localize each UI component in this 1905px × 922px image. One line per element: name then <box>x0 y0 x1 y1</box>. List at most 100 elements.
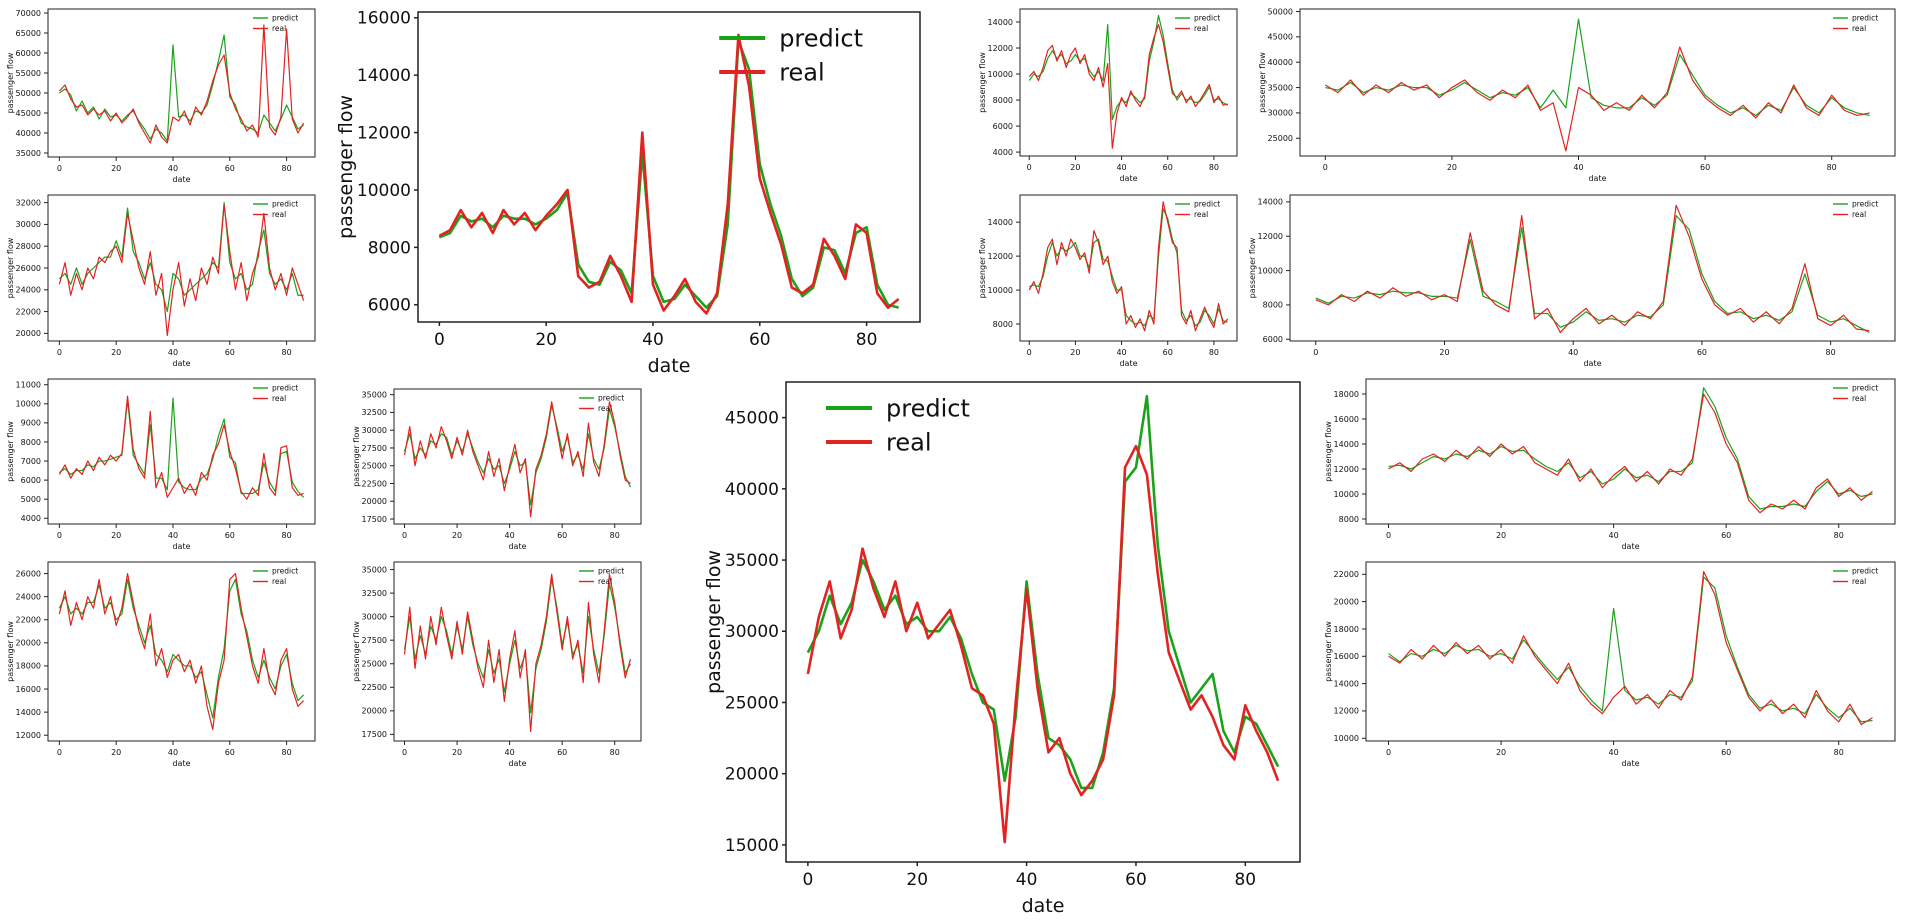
svg-text:20: 20 <box>1070 348 1080 357</box>
svg-text:25000: 25000 <box>362 462 387 471</box>
svg-text:9000: 9000 <box>21 419 41 428</box>
svg-text:passenger flow: passenger flow <box>335 95 357 239</box>
svg-text:real: real <box>1852 24 1866 33</box>
svg-text:40: 40 <box>1116 348 1126 357</box>
svg-text:22000: 22000 <box>16 616 41 625</box>
svg-text:predict: predict <box>598 394 624 403</box>
svg-text:0: 0 <box>1027 348 1032 357</box>
svg-text:40: 40 <box>168 748 178 757</box>
svg-text:60: 60 <box>1125 870 1147 890</box>
svg-text:8000: 8000 <box>993 320 1013 329</box>
svg-text:80: 80 <box>610 531 620 540</box>
svg-text:passenger flow: passenger flow <box>1324 621 1333 682</box>
svg-text:predict: predict <box>1852 14 1878 23</box>
svg-text:date: date <box>172 359 190 368</box>
svg-text:80: 80 <box>282 531 292 540</box>
svg-text:60000: 60000 <box>16 49 41 58</box>
svg-text:70000: 70000 <box>16 9 41 18</box>
svg-text:date: date <box>1583 359 1601 368</box>
svg-text:20: 20 <box>535 330 557 350</box>
svg-text:12000: 12000 <box>1334 465 1359 474</box>
svg-text:10000: 10000 <box>16 400 41 409</box>
svg-text:22500: 22500 <box>362 479 387 488</box>
svg-text:28000: 28000 <box>16 242 41 251</box>
svg-text:18000: 18000 <box>1334 625 1359 634</box>
svg-text:24000: 24000 <box>16 286 41 295</box>
svg-text:60: 60 <box>1700 163 1710 172</box>
svg-text:11000: 11000 <box>16 381 41 390</box>
svg-text:0: 0 <box>802 870 813 890</box>
svg-text:0: 0 <box>57 348 62 357</box>
svg-text:6000: 6000 <box>368 296 411 316</box>
svg-text:40: 40 <box>1116 163 1126 172</box>
svg-text:real: real <box>1194 210 1208 219</box>
svg-text:80: 80 <box>1209 348 1219 357</box>
svg-text:16000: 16000 <box>1334 652 1359 661</box>
svg-text:30000: 30000 <box>362 612 387 621</box>
svg-text:40: 40 <box>168 348 178 357</box>
svg-text:7000: 7000 <box>21 457 41 466</box>
svg-text:real: real <box>598 404 612 413</box>
svg-text:12000: 12000 <box>988 252 1013 261</box>
svg-text:14000: 14000 <box>1334 679 1359 688</box>
svg-text:0: 0 <box>1027 163 1032 172</box>
svg-text:50000: 50000 <box>16 89 41 98</box>
svg-text:80: 80 <box>282 164 292 173</box>
svg-text:real: real <box>272 394 286 403</box>
svg-text:date: date <box>1621 542 1639 551</box>
svg-text:40: 40 <box>505 748 515 757</box>
chart-passenger-flow-farright-4: 10000 12000 14000 16000 18000 20000 22000 0 20 40… <box>1322 555 1902 768</box>
svg-text:40000: 40000 <box>16 129 41 138</box>
svg-text:15000: 15000 <box>725 836 779 856</box>
svg-text:20: 20 <box>906 870 928 890</box>
svg-text:40: 40 <box>168 164 178 173</box>
svg-text:60: 60 <box>1721 531 1731 540</box>
svg-text:16000: 16000 <box>357 9 411 29</box>
svg-text:6000: 6000 <box>993 122 1013 131</box>
svg-text:20: 20 <box>111 348 121 357</box>
svg-text:6000: 6000 <box>1263 335 1283 344</box>
svg-text:60: 60 <box>557 531 567 540</box>
svg-text:14000: 14000 <box>1334 440 1359 449</box>
svg-text:4000: 4000 <box>21 514 41 523</box>
svg-text:real: real <box>272 210 286 219</box>
svg-text:45000: 45000 <box>725 409 779 429</box>
svg-text:10000: 10000 <box>988 286 1013 295</box>
svg-text:20: 20 <box>1447 163 1457 172</box>
svg-text:12000: 12000 <box>357 124 411 144</box>
svg-text:0: 0 <box>57 748 62 757</box>
svg-text:32500: 32500 <box>362 589 387 598</box>
svg-text:60: 60 <box>1721 748 1731 757</box>
svg-text:10000: 10000 <box>1258 266 1283 275</box>
svg-text:date: date <box>172 542 190 551</box>
svg-text:predict: predict <box>272 567 298 576</box>
svg-text:14000: 14000 <box>1258 198 1283 207</box>
svg-text:real: real <box>886 428 931 456</box>
svg-text:0: 0 <box>1386 748 1391 757</box>
svg-text:25000: 25000 <box>362 660 387 669</box>
svg-text:50000: 50000 <box>1268 7 1293 16</box>
svg-text:passenger flow: passenger flow <box>6 237 15 298</box>
svg-text:17500: 17500 <box>362 515 387 524</box>
svg-text:predict: predict <box>1852 200 1878 209</box>
svg-text:passenger flow: passenger flow <box>352 621 361 682</box>
svg-text:passenger flow: passenger flow <box>6 621 15 682</box>
svg-text:40: 40 <box>1573 163 1583 172</box>
svg-text:35000: 35000 <box>362 565 387 574</box>
svg-text:8000: 8000 <box>368 238 411 258</box>
svg-text:date: date <box>508 542 526 551</box>
svg-text:real: real <box>1852 394 1866 403</box>
svg-text:passenger flow: passenger flow <box>703 550 725 694</box>
svg-text:real: real <box>779 58 824 86</box>
svg-text:80: 80 <box>1209 163 1219 172</box>
svg-text:passenger flow: passenger flow <box>978 52 987 113</box>
svg-text:20: 20 <box>452 748 462 757</box>
svg-text:12000: 12000 <box>1334 707 1359 716</box>
svg-text:14000: 14000 <box>988 18 1013 27</box>
chart-passenger-flow-farright-3: 8000 10000 12000 14000 16000 18000 0 20 40 60 80 da… <box>1322 372 1902 551</box>
svg-text:80: 80 <box>282 348 292 357</box>
svg-text:80: 80 <box>1834 748 1844 757</box>
chart-passenger-flow-left-1: 35000 40000 45000 50000 55000 60000 65000 70000… <box>4 2 322 184</box>
svg-text:20: 20 <box>111 748 121 757</box>
svg-text:40: 40 <box>1609 748 1619 757</box>
